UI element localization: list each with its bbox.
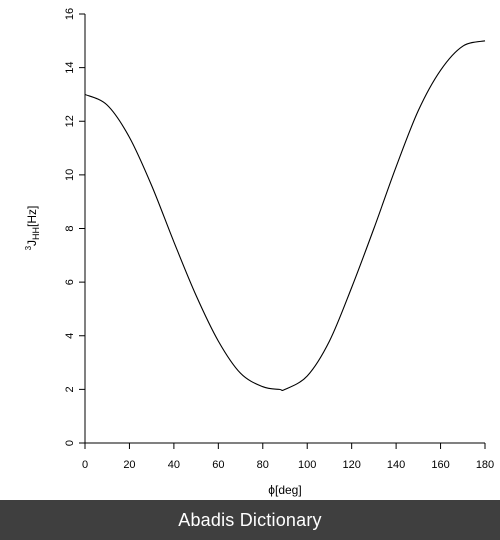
y-tick-label: 2 bbox=[64, 386, 76, 392]
x-tick-label: 80 bbox=[257, 459, 269, 471]
y-tick-label: 12 bbox=[64, 115, 76, 127]
footer-bar: Abadis Dictionary bbox=[0, 500, 500, 540]
x-tick-label: 40 bbox=[168, 459, 180, 471]
x-tick-label: 140 bbox=[387, 459, 405, 471]
x-axis-label: ϕ[deg] bbox=[268, 483, 301, 497]
footer-site-name: Abadis Dictionary bbox=[178, 509, 322, 530]
y-axis-label-subscript: HH bbox=[31, 227, 41, 240]
line-chart: 0 2 4 6 8 10 12 14 16 0 20 40 60 80 100 120 140 160 180 ϕ… bbox=[24, 8, 494, 497]
series-layer bbox=[84, 40, 486, 392]
y-tick-label: 10 bbox=[64, 169, 76, 181]
chart-area: 0 2 4 6 8 10 12 14 16 0 20 40 60 80 100 120 140 160 180 ϕ… bbox=[24, 7, 495, 497]
y-axis: 0 2 4 6 8 10 12 14 16 bbox=[64, 8, 86, 446]
y-tick-label: 14 bbox=[64, 62, 76, 74]
y-axis-label-superscript: 3 bbox=[24, 245, 33, 250]
y-axis-label: 3JHH[Hz] bbox=[24, 206, 41, 251]
y-axis-label-unit: [Hz] bbox=[25, 206, 39, 227]
x-tick-label: 0 bbox=[82, 459, 88, 471]
x-tick-label: 60 bbox=[212, 459, 224, 471]
series-line-0 bbox=[84, 40, 486, 392]
y-tick-label: 6 bbox=[64, 279, 76, 285]
x-tick-label: 180 bbox=[476, 459, 494, 471]
x-tick-label: 160 bbox=[431, 459, 449, 471]
y-tick-label: 0 bbox=[64, 440, 76, 446]
x-tick-label: 20 bbox=[123, 459, 135, 471]
y-tick-label: 8 bbox=[64, 225, 76, 231]
y-tick-label: 4 bbox=[64, 333, 76, 339]
y-tick-label: 16 bbox=[64, 8, 76, 20]
y-axis-label-main: J bbox=[25, 240, 39, 246]
x-tick-label: 120 bbox=[342, 459, 360, 471]
x-tick-label: 100 bbox=[298, 459, 316, 471]
x-axis: 0 20 40 60 80 100 120 140 160 180 bbox=[82, 442, 494, 471]
